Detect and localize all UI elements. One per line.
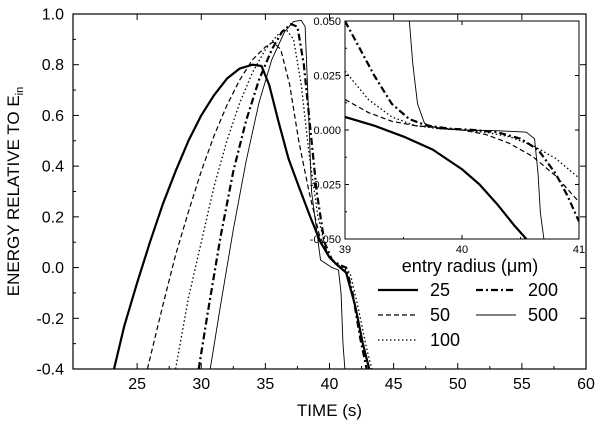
legend-label-50: 50 (430, 305, 450, 325)
y-axis-label-subscript: in (14, 87, 26, 96)
inset-series-line-100 (345, 70, 579, 179)
main-y-tick-label: 0.4 (42, 159, 64, 176)
main-x-tick-label: 45 (385, 376, 403, 393)
main-series-line-25 (112, 63, 371, 369)
main-series-line-50 (146, 41, 370, 369)
inset-axes: 39 40 41 -0.050 -0.025 0.000 0.025 0.050 (310, 16, 585, 256)
main-x-tick-label: 25 (128, 376, 146, 393)
main-axes: 25 30 35 40 45 50 55 60 -0.4 -0.2 0.0 0.2 0.4 0.6 0.8 1… (36, 7, 595, 394)
legend-label-500: 500 (528, 305, 558, 325)
x-axis-label: TIME (s) (297, 401, 362, 420)
main-x-tick-label: 55 (513, 376, 531, 393)
y-axis-label-main: ENERGY RELATIVE TO E (4, 95, 23, 296)
inset-y-tick-label: -0.025 (310, 180, 341, 192)
main-y-tick-label: -0.2 (36, 311, 64, 328)
main-x-tick-label: 30 (192, 376, 210, 393)
y-axis-label: ENERGY RELATIVE TO Ein (4, 87, 26, 296)
inset-y-tick-label: 0.050 (313, 16, 341, 28)
legend-label-25: 25 (430, 280, 450, 300)
main-series-line-200 (197, 23, 368, 369)
inset-x-tick-label: 41 (573, 244, 585, 256)
main-x-tick-label: 50 (449, 376, 467, 393)
legend-title: entry radius (μm) (402, 256, 538, 276)
inset-series-line-25 (345, 115, 528, 239)
legend: 25 50 100 200 500 (378, 280, 558, 350)
main-plot-frame (72, 13, 587, 370)
legend-label-100: 100 (430, 330, 460, 350)
main-y-tick-label: 0.2 (42, 209, 64, 226)
main-y-tick-label: 0.6 (42, 108, 64, 125)
main-series-line-500 (209, 19, 346, 369)
inset-y-tick-label: -0.050 (310, 234, 341, 246)
legend-label-200: 200 (528, 280, 558, 300)
inset-x-tick-label: 40 (456, 244, 468, 256)
inset-plot-series (345, 21, 579, 239)
main-y-tick-label: 0.0 (42, 260, 64, 277)
main-x-tick-label: 40 (321, 376, 339, 393)
main-y-tick-label: 1.0 (42, 7, 64, 24)
inset-series-line-500 (408, 21, 545, 239)
main-x-tick-label: 35 (256, 376, 274, 393)
main-x-tick-label: 60 (577, 376, 595, 393)
inset-y-tick-label: 0.000 (313, 125, 341, 137)
main-plot-series (112, 19, 373, 369)
inset-x-tick-label: 39 (339, 244, 351, 256)
main-y-tick-label: 0.8 (42, 57, 64, 74)
main-y-tick-label: -0.4 (36, 362, 64, 379)
inset-y-tick-label: 0.025 (313, 71, 341, 83)
